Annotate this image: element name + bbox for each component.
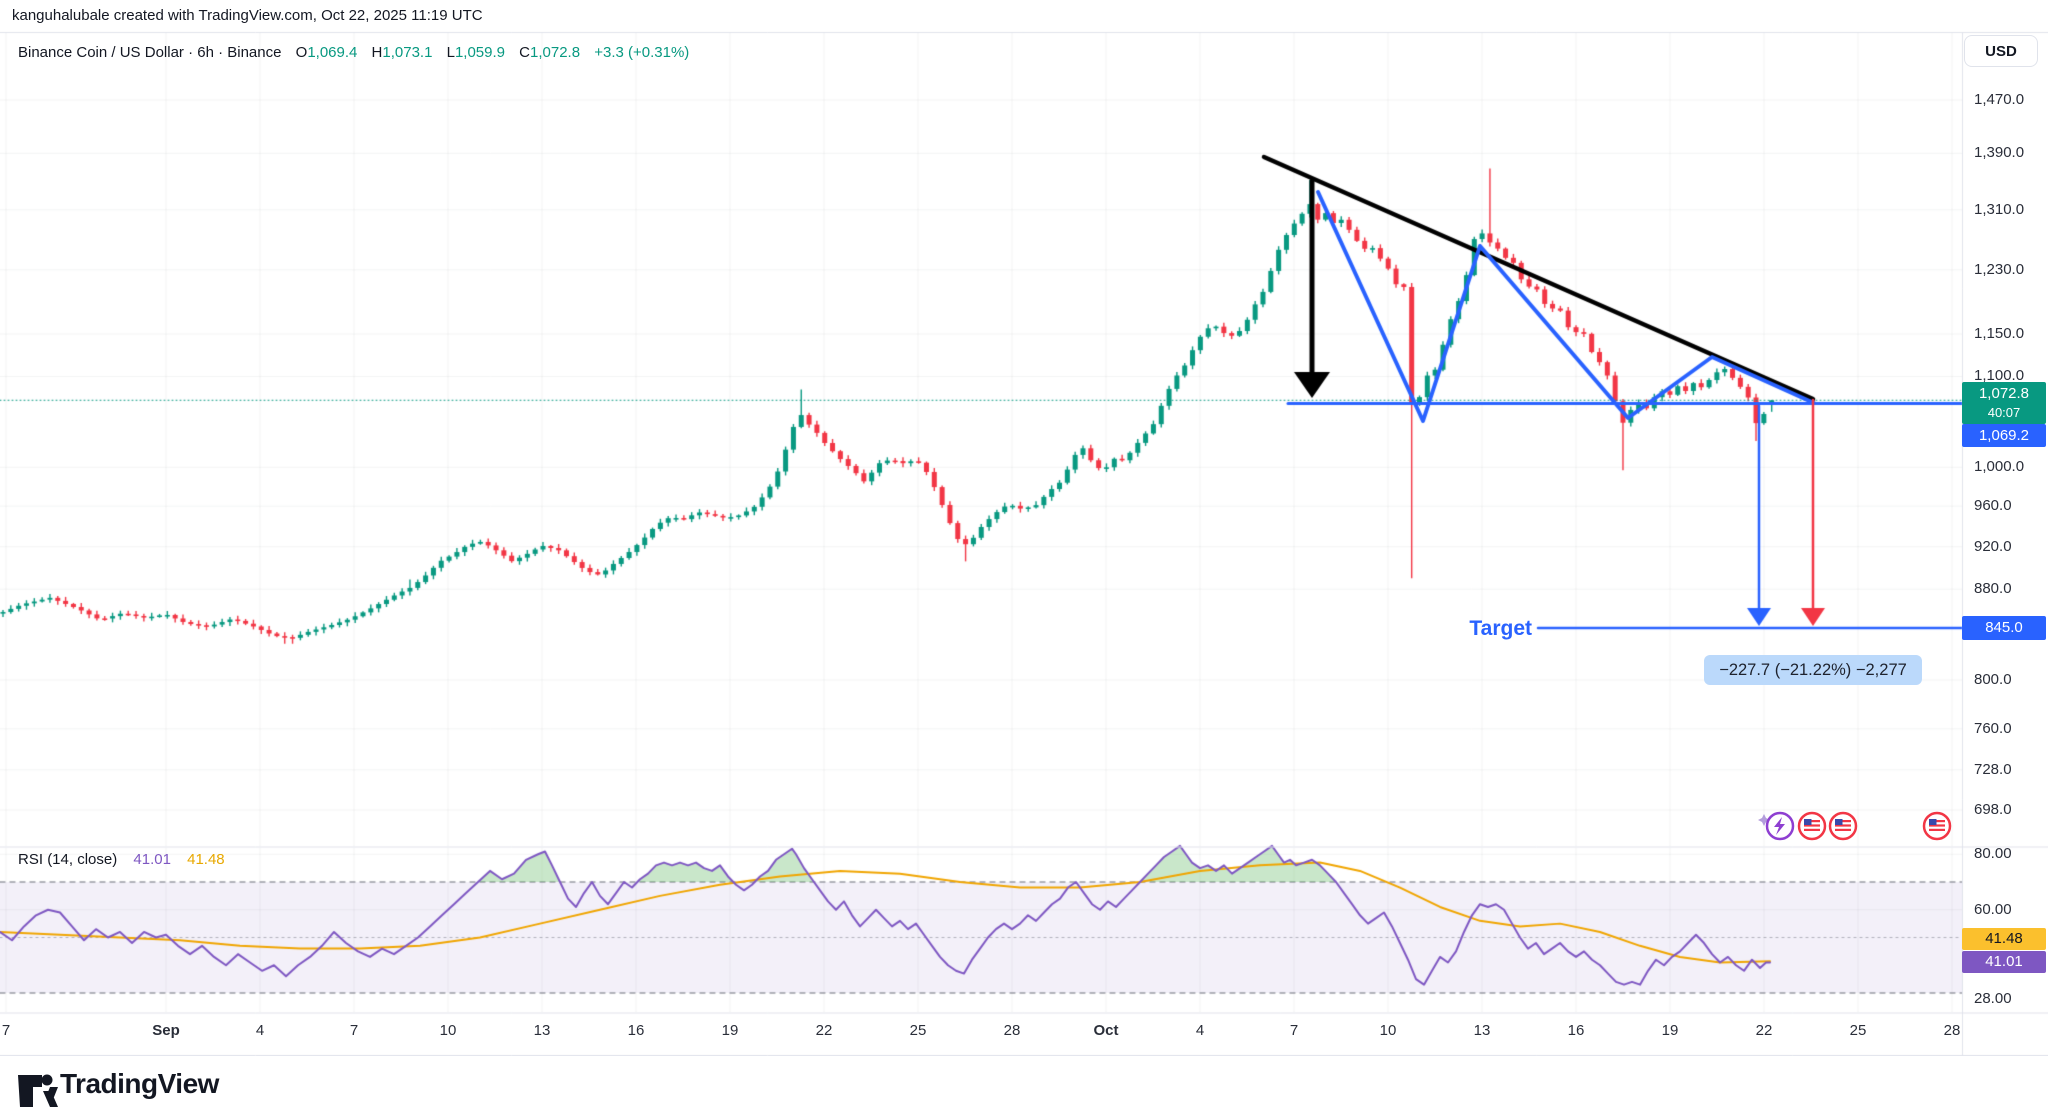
target-price-badge: 845.0 (1962, 616, 2046, 640)
last-price-badge: 1,072.8 40:07 (1962, 382, 2046, 424)
price-tick-label: 1,470.0 (1974, 91, 2025, 108)
rsi-tick-label: 28.00 (1974, 989, 2012, 1007)
last-price-value: 1,072.8 (1978, 385, 2030, 402)
price-tick-label: 920.0 (1974, 537, 2012, 555)
close-label: C (519, 44, 530, 61)
low-value: 1,059.9 (454, 44, 505, 61)
tradingview-brand-text[interactable]: TradingView (60, 1068, 219, 1099)
symbol-status-line[interactable]: Binance Coin / US Dollar · 6h · Binance … (18, 44, 689, 61)
time-tick-label: 28 (1003, 1022, 1021, 1039)
time-tick-label: 22 (1755, 1022, 1773, 1039)
open-value: 1,069.4 (307, 44, 358, 61)
price-tick-label: 1,150.0 (1974, 325, 2025, 343)
time-tick-label: 13 (1473, 1022, 1491, 1039)
high-value: 1,073.1 (382, 44, 433, 61)
target-label[interactable]: Target (1469, 617, 1532, 640)
open-label: O (295, 44, 308, 61)
chart-canvas[interactable] (0, 0, 2048, 1056)
time-tick-label: 19 (721, 1022, 739, 1039)
price-tick-label: 698.0 (1974, 801, 2012, 818)
rsi-params: (14, close) (47, 851, 118, 868)
rsi-title[interactable]: RSI (18, 851, 44, 868)
rsi-ma-value: 41.48 (187, 851, 225, 868)
price-tick-label: 800.0 (1974, 670, 2012, 688)
time-tick-label: 13 (533, 1022, 551, 1039)
credit-line: kanguhalubale created with TradingView.c… (12, 7, 483, 24)
time-tick-label: 28 (1943, 1022, 1961, 1039)
flash-event-icon[interactable] (1756, 810, 1796, 847)
tradingview-logo-icon[interactable] (16, 1069, 58, 1111)
price-tick-label: 880.0 (1974, 580, 2012, 598)
price-tick-label: 960.0 (1974, 497, 2012, 515)
rsi-legend[interactable]: RSI (14, close) 41.01 41.48 (18, 851, 225, 868)
time-tick-label: 16 (627, 1022, 645, 1039)
time-tick-label: 4 (1195, 1022, 1205, 1039)
price-tick-label: 760.0 (1974, 719, 2012, 737)
price-tick-label: 1,390.0 (1974, 144, 2025, 162)
price-tick-label: 1,230.0 (1974, 260, 2025, 278)
time-tick-label: 25 (909, 1022, 927, 1039)
support-price-badge: 1,069.2 (1962, 424, 2046, 447)
price-tick-label: 728.0 (1974, 760, 2012, 778)
time-tick-label: 10 (1379, 1022, 1397, 1039)
time-tick-label: 7 (349, 1022, 359, 1039)
bar-countdown: 40:07 (1987, 405, 2021, 420)
time-tick-label: Sep (152, 1022, 180, 1039)
time-tick-label: 7 (1289, 1022, 1299, 1039)
measurement-label[interactable]: −227.7 (−21.22%) −2,277 (1704, 655, 1922, 685)
high-label: H (371, 44, 383, 61)
time-tick-label: 7 (1, 1022, 11, 1039)
price-tick-label: 1,000.0 (1974, 458, 2025, 476)
rsi-tick-label: 60.00 (1974, 900, 2012, 918)
time-tick-label: 25 (1849, 1022, 1867, 1039)
change-value: +3.3 (+0.31%) (594, 44, 690, 61)
rsi-tick-label: 80.00 (1974, 845, 2012, 863)
time-tick-label: 4 (255, 1022, 265, 1039)
close-value: 1,072.8 (530, 44, 581, 61)
rsi-value: 41.01 (133, 851, 171, 868)
us-flag-icon[interactable] (1827, 810, 1859, 847)
rsi-ma-badge: 41.48 (1962, 928, 2046, 950)
time-tick-label: 22 (815, 1022, 833, 1039)
rsi-value-badge: 41.01 (1962, 951, 2046, 973)
low-label: L (446, 44, 455, 61)
time-tick-label: 16 (1567, 1022, 1585, 1039)
us-flag-icon[interactable] (1921, 810, 1953, 847)
time-tick-label: 19 (1661, 1022, 1679, 1039)
symbol-title[interactable]: Binance Coin / US Dollar · 6h · Binance (18, 44, 282, 61)
time-tick-label: 10 (439, 1022, 457, 1039)
currency-usd-button[interactable]: USD (1964, 35, 2038, 67)
price-tick-label: 1,100.0 (1974, 367, 2025, 385)
price-tick-label: 1,310.0 (1974, 200, 2025, 218)
time-tick-label: Oct (1093, 1022, 1119, 1039)
us-flag-icon[interactable] (1796, 810, 1828, 847)
